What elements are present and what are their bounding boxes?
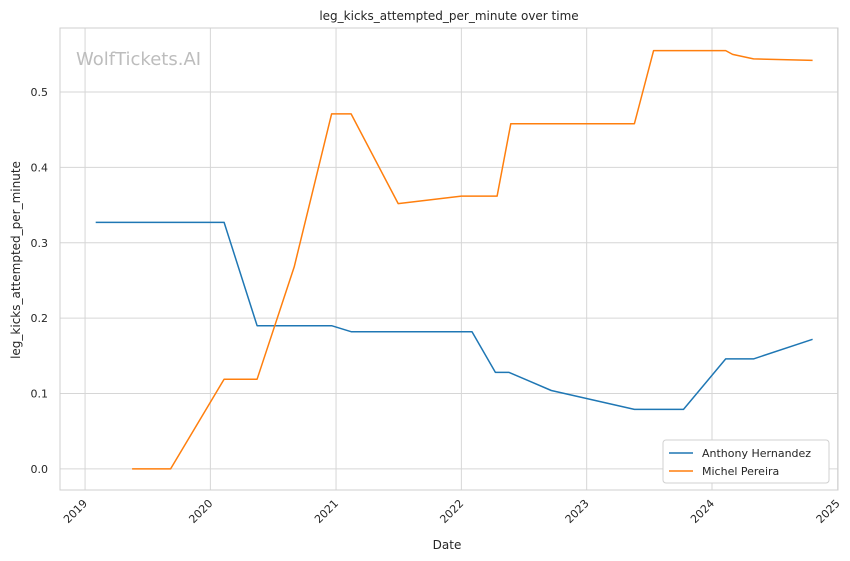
plot-frame	[59, 27, 839, 491]
legend-label-michel-pereira: Michel Pereira	[702, 465, 779, 478]
chart-title: leg_kicks_attempted_per_minute over time	[319, 9, 578, 23]
x-tick-label-2025: 2025	[814, 497, 843, 526]
series-line-michel-pereira	[132, 49, 813, 470]
x-tick-label-2020: 2020	[186, 497, 215, 526]
y-tick-labels: 0.0 0.1 0.2 0.3 0.4 0.5	[31, 86, 49, 476]
legend-box	[662, 439, 830, 484]
y-tick-label-0.0: 0.0	[31, 463, 49, 476]
y-tick-label-0.1: 0.1	[31, 388, 49, 401]
watermark: WolfTickets.AI	[76, 49, 201, 70]
y-tick-label-0.4: 0.4	[31, 161, 49, 174]
series-line-anthony-hernandez	[95, 221, 813, 411]
legend-label-anthony-hernandez: Anthony Hernandez	[702, 447, 811, 460]
y-tick-label-0.3: 0.3	[31, 237, 49, 250]
grid	[60, 28, 839, 490]
y-tick-label-0.5: 0.5	[31, 86, 49, 99]
x-tick-labels: 2019 2020 2021 2022 2023 2024 2025	[61, 497, 843, 526]
x-tick-label-2021: 2021	[312, 497, 341, 526]
x-tick-label-2023: 2023	[563, 497, 592, 526]
x-tick-label-2022: 2022	[437, 497, 466, 526]
series-lines	[95, 49, 813, 470]
y-tick-label-0.2: 0.2	[31, 312, 49, 325]
x-axis-title: Date	[433, 538, 462, 552]
y-axis-title: leg_kicks_attempted_per_minute	[9, 161, 23, 359]
legend: Anthony Hernandez Michel Pereira	[662, 439, 830, 484]
x-tick-label-2019: 2019	[61, 497, 90, 526]
x-tick-label-2024: 2024	[688, 497, 717, 526]
